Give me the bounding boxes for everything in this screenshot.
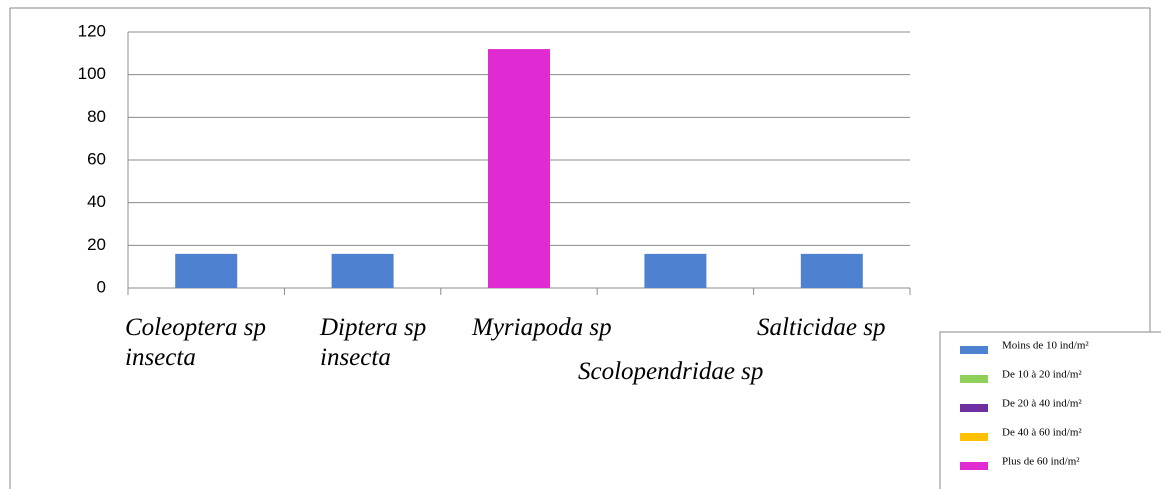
bar (644, 253, 707, 288)
legend-label: Plus de 60 ind/m² (1002, 456, 1080, 468)
bar (488, 49, 550, 288)
legend-swatch (960, 346, 988, 354)
x-tick-label: Coleoptera sp insecta (125, 314, 266, 371)
y-tick-label: 100 (78, 64, 106, 83)
legend-swatch (960, 404, 988, 412)
x-tick-label: Myriapoda sp (472, 314, 612, 341)
x-tick-label: Scolopendridae sp (578, 358, 764, 385)
x-tick-label: Salticidae sp (757, 314, 886, 341)
legend-label: Moins de 10 ind/m² (1002, 340, 1089, 352)
bar (331, 253, 394, 288)
bar (175, 253, 238, 288)
legend-swatch (960, 433, 988, 441)
y-tick-label: 20 (87, 235, 106, 254)
legend-label: De 20 à 40 ind/m² (1002, 398, 1082, 410)
y-tick-label: 0 (97, 277, 106, 296)
legend-swatch (960, 375, 988, 383)
y-tick-label: 40 (87, 192, 106, 211)
x-tick-label: Diptera sp insecta (320, 314, 427, 371)
legend-label: De 10 à 20 ind/m² (1002, 369, 1082, 381)
y-tick-label: 80 (87, 107, 106, 126)
y-tick-label: 120 (78, 21, 106, 40)
frame (9, 7, 1151, 489)
legend-swatch (960, 462, 988, 470)
bar (800, 253, 863, 288)
y-tick-label: 60 (87, 149, 106, 168)
legend-label: De 40 à 60 ind/m² (1002, 427, 1082, 439)
